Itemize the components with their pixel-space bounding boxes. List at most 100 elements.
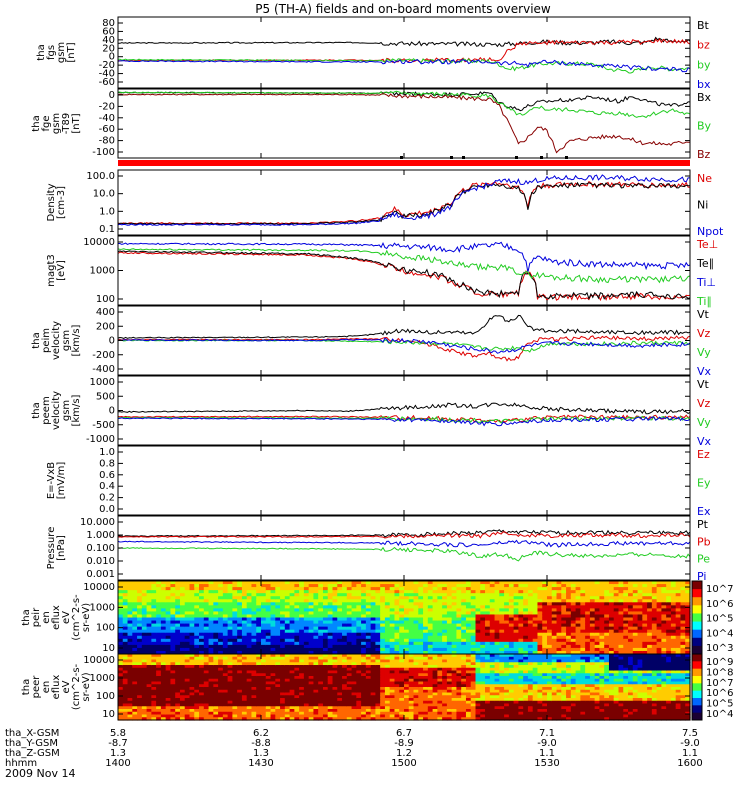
spectrogram-cell <box>318 590 324 594</box>
spectrogram-cell <box>446 599 453 603</box>
spectrogram-cell <box>237 709 243 713</box>
spectrogram-cell <box>165 714 172 718</box>
spectrogram-cell <box>475 590 481 594</box>
spectrogram-cell <box>332 659 338 663</box>
spectrogram-cell <box>437 608 443 613</box>
spectrogram-cell <box>222 602 229 606</box>
spectrogram-cell <box>342 678 348 683</box>
spectrogram-cell <box>251 700 257 705</box>
spectrogram-cell <box>327 587 334 591</box>
spectrogram-cell <box>194 581 200 585</box>
spectrogram-cell <box>179 608 186 613</box>
spectrogram-cell <box>256 605 262 609</box>
spectrogram-cell <box>685 614 691 619</box>
spectrogram-cell <box>351 695 357 699</box>
spectrogram-cell <box>547 620 553 625</box>
spectrogram-cell <box>461 611 467 616</box>
spectrogram-cell <box>628 647 634 652</box>
spectrogram-cell <box>389 641 396 646</box>
spectrogram-cell <box>680 608 686 613</box>
spectrogram-cell <box>284 667 291 672</box>
spectrogram-cell <box>189 714 195 718</box>
spectrogram-cell <box>170 714 176 718</box>
spectrogram-cell <box>346 684 353 688</box>
spectrogram-cell <box>332 605 338 609</box>
spectrogram-cell <box>599 611 605 616</box>
spectrogram-cell <box>237 596 243 600</box>
series-vx <box>117 337 691 354</box>
spectrogram-cell <box>504 584 510 588</box>
spectrogram-cell <box>280 587 286 591</box>
spectrogram-cell <box>513 632 519 637</box>
y-tick-label: 0.1 <box>99 224 115 235</box>
spectrogram-cell <box>237 681 243 685</box>
spectrogram-cell <box>275 667 281 672</box>
y-tick-label: 0 <box>109 406 115 417</box>
spectrogram-cell <box>284 626 291 631</box>
spectrogram-cell <box>404 665 410 669</box>
spectrogram-cell <box>294 602 300 606</box>
spectrogram-cell <box>179 656 186 661</box>
spectrogram-cell <box>170 662 176 666</box>
spectrogram-cell <box>165 644 172 649</box>
spectrogram-cell <box>575 611 581 616</box>
spectrogram-cell <box>280 584 286 588</box>
spectrogram-cell <box>137 611 143 616</box>
spectrogram-cell <box>280 684 286 688</box>
spectrogram-cell <box>332 703 338 707</box>
spectrogram-cell <box>165 703 172 707</box>
chart-title: P5 (TH-A) fields and on-board moments ov… <box>255 2 551 16</box>
spectrogram-cell <box>666 587 672 591</box>
spectrogram-cell <box>685 641 691 646</box>
spectrogram-cell <box>194 599 200 603</box>
spectrogram-cell <box>222 584 229 588</box>
spectrogram-cell <box>618 608 624 613</box>
spectrogram-cell <box>418 605 424 609</box>
spectrogram-cell <box>365 676 372 680</box>
spectrogram-cell <box>494 647 500 652</box>
spectrogram-cell <box>241 584 248 588</box>
spectrogram-cell <box>270 706 276 710</box>
spectrogram-cell <box>604 617 610 622</box>
spectrogram-cell <box>566 599 572 603</box>
spectrogram-cell <box>570 596 577 600</box>
spectrogram-cell <box>589 590 596 594</box>
spectrogram-cell <box>408 673 415 677</box>
spectrogram-cell <box>275 605 281 609</box>
spectrogram-cell <box>365 670 372 674</box>
spectrogram-cell <box>370 611 376 616</box>
spectrogram-cell <box>518 596 524 600</box>
spectrogram-cell <box>146 638 152 643</box>
spectrogram-cell <box>118 706 124 710</box>
spectrogram-cell <box>256 692 262 696</box>
y-axis-label-line: [nPa] <box>56 535 67 561</box>
spectrogram-cell <box>470 605 477 609</box>
y-axis-label: Pressure [nPa] <box>46 527 67 570</box>
spectrogram-cell <box>608 584 615 588</box>
spectrogram-cell <box>241 587 248 591</box>
spectrogram-cell <box>199 670 205 674</box>
spectrogram-cell <box>351 581 357 585</box>
spectrogram <box>118 581 691 655</box>
spectrogram-cell <box>456 681 462 685</box>
spectrogram-cell <box>141 689 148 694</box>
spectrogram-cell <box>165 617 172 622</box>
spectrogram-cell <box>199 684 205 688</box>
spectrogram-cell <box>275 700 281 705</box>
spectrogram-cell <box>199 581 205 585</box>
spectrogram-cell <box>308 650 315 655</box>
spectrogram-cell <box>566 617 572 622</box>
spectrogram-cell <box>442 665 448 669</box>
spectrogram-cell <box>203 623 210 628</box>
spectrogram-cell <box>194 673 200 677</box>
spectrogram-cell <box>289 662 295 666</box>
spectrogram-cell <box>179 678 186 683</box>
spectrogram-cell <box>446 593 453 597</box>
spectrogram-cell <box>132 706 138 710</box>
spectrogram-cell <box>327 703 334 707</box>
spectrogram-cell <box>613 584 620 588</box>
spectrogram-cell <box>313 650 319 655</box>
spectrogram-cell <box>313 662 319 666</box>
spectrogram-cell <box>499 596 505 600</box>
